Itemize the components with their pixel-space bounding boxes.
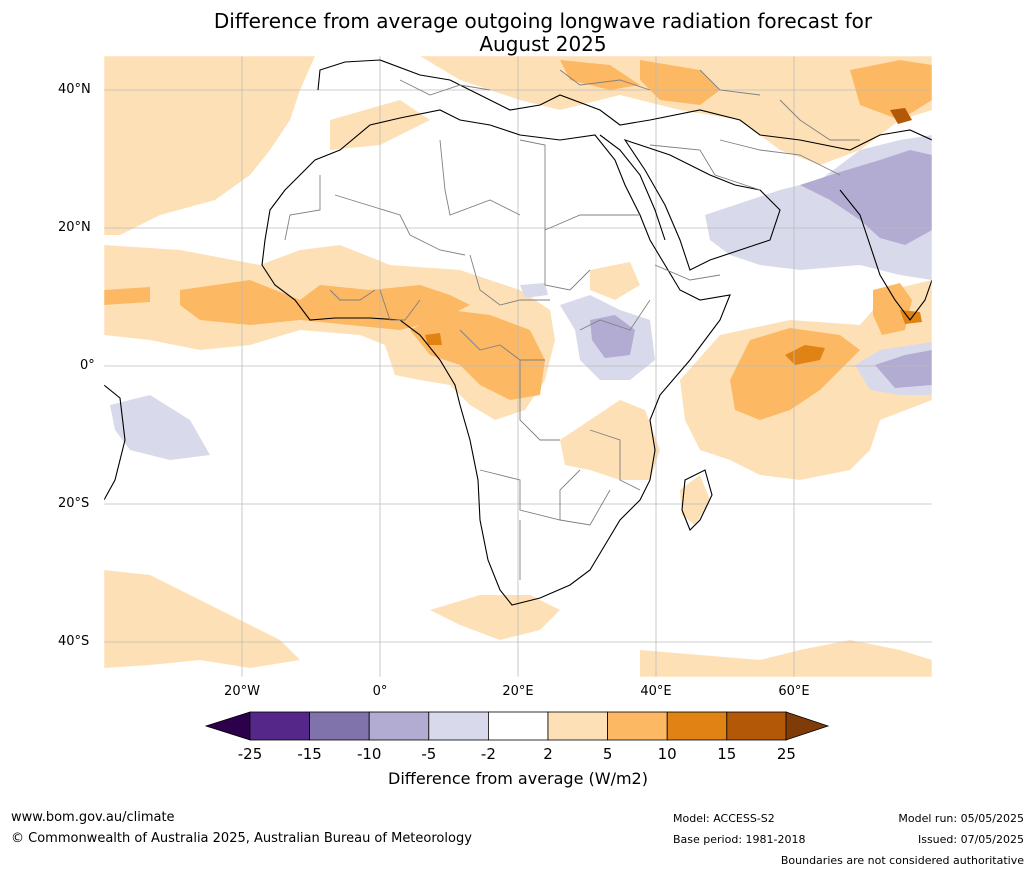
colorbar-tick: -10 <box>356 745 382 763</box>
lon-label-60e: 60°E <box>778 684 810 699</box>
gulf-guinea-coast <box>104 384 126 501</box>
colorbar-tick: 5 <box>602 745 613 763</box>
graticule <box>104 56 932 677</box>
colorbar-low-extension <box>204 711 251 741</box>
copyright-text: © Commonwealth of Australia 2025, Austra… <box>11 831 472 846</box>
lat-label-0: 0° <box>80 358 95 373</box>
colorbar-bin-5 <box>487 711 549 741</box>
colorbar-high-extension <box>785 711 830 741</box>
website-link[interactable]: www.bom.gov.au/climate <box>11 810 175 825</box>
disclaimer-text: Boundaries are not considered authoritat… <box>780 854 1024 867</box>
base-period-text: Base period: 1981-2018 <box>673 833 806 846</box>
colorbar-tick: -15 <box>297 745 322 763</box>
europe-coast <box>317 59 932 151</box>
colorbar-bin-8 <box>666 711 728 741</box>
colorbar-tick: -25 <box>237 745 263 763</box>
colorbar-bin-2 <box>309 711 370 741</box>
country-borders <box>284 69 860 580</box>
lon-label-40e: 40°E <box>640 684 672 699</box>
colorbar-title: Difference from average (W/m2) <box>388 769 648 788</box>
colorbar-bin-4 <box>428 711 489 741</box>
lat-label-40s: 40°S <box>58 634 90 649</box>
model-text: Model: ACCESS-S2 <box>673 812 775 825</box>
arabia-coast <box>623 138 781 271</box>
colorbar-tick: -5 <box>421 745 437 763</box>
red-sea-coast <box>599 134 666 241</box>
colorbar-bin-6 <box>547 711 608 741</box>
colorbar-bin-3 <box>368 711 430 741</box>
colorbar-tick: 15 <box>717 745 737 763</box>
colorbar-bin-7 <box>607 711 668 741</box>
colorbar-tick: 10 <box>657 745 677 763</box>
colorbar-bin-1 <box>249 711 310 741</box>
lon-label-20e: 20°E <box>502 684 534 699</box>
colorbar-bin-9 <box>726 711 787 741</box>
colorbar-tick: -2 <box>480 745 496 763</box>
colorbar-tick: 25 <box>776 745 796 763</box>
africa-coast <box>261 109 731 606</box>
india-coast <box>839 189 932 321</box>
colorbar <box>204 711 830 741</box>
lat-label-20s: 20°S <box>58 496 90 511</box>
lon-label-0: 0° <box>372 684 388 699</box>
coastlines <box>104 59 932 606</box>
lat-label-40n: 40°N <box>58 82 91 97</box>
colorbar-tick: 2 <box>543 745 553 763</box>
issued-text: Issued: 07/05/2025 <box>917 833 1024 846</box>
map-frame <box>103 55 933 678</box>
title-line-1: Difference from average outgoing longwav… <box>213 9 873 33</box>
madagascar-coast <box>681 469 713 531</box>
title-line-2: August 2025 <box>479 32 607 56</box>
lon-label-20w: 20°W <box>224 684 260 699</box>
map-title: Difference from average outgoing longwav… <box>100 10 986 56</box>
model-run-text: Model run: 05/05/2025 <box>898 812 1024 825</box>
lat-label-20n: 20°N <box>58 220 91 235</box>
